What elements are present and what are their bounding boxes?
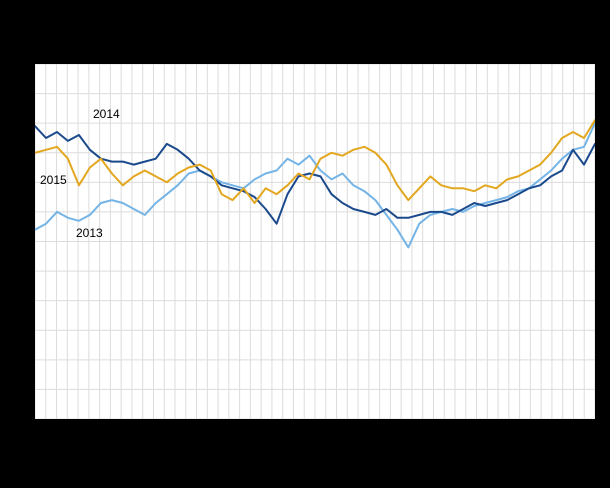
chart-svg xyxy=(35,64,595,419)
series-label-2014: 2014 xyxy=(93,107,120,121)
series-label-2015: 2015 xyxy=(40,173,67,187)
series-line-2013 xyxy=(35,122,595,249)
series-line-2015 xyxy=(35,119,595,204)
series-label-2013: 2013 xyxy=(76,226,103,240)
plot-area: 2014 2015 2013 xyxy=(35,64,595,419)
series-line-2014 xyxy=(35,125,595,225)
